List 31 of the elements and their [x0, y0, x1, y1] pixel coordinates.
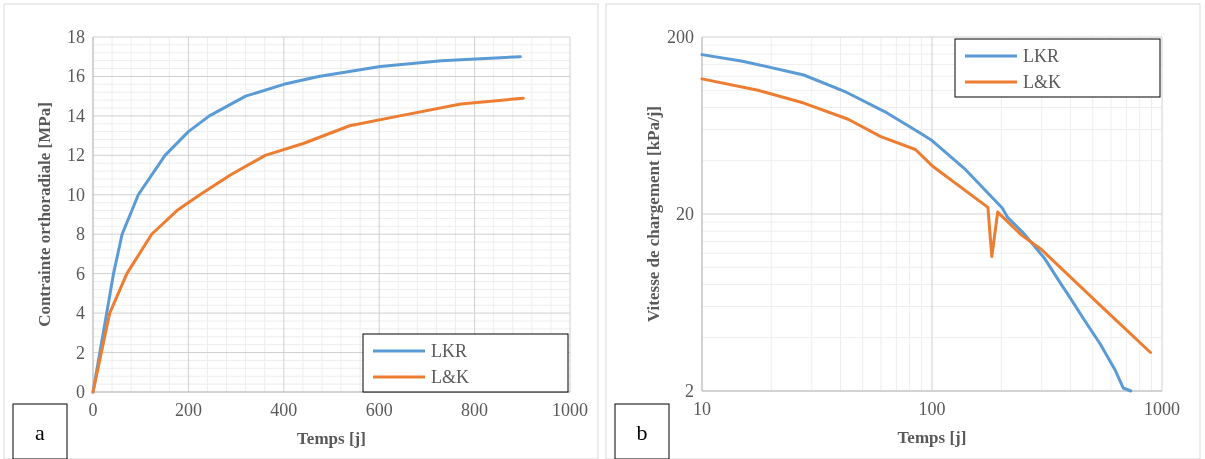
x-tick-label: 1000	[1144, 399, 1180, 419]
x-tick-label: 1000	[552, 400, 588, 420]
y-axis-title: Vitesse de chargement [kPa/j]	[644, 105, 663, 323]
x-axis-title: Temps [j]	[297, 429, 366, 448]
x-tick-label: 200	[174, 400, 202, 420]
y-tick-label: 10	[67, 184, 85, 205]
x-axis-title: Temps [j]	[897, 428, 967, 447]
y-tick-label: 12	[67, 145, 85, 166]
y-tick-label: 8	[76, 224, 85, 245]
y-axis-title: Contrainte orthoradiale [MPa]	[35, 102, 54, 327]
legend-label: L&K	[1023, 72, 1061, 92]
legend-label: LKR	[1023, 46, 1059, 66]
x-tick-label: 10	[693, 399, 711, 419]
y-tick-label: 0	[76, 382, 85, 402]
x-tick-label: 400	[270, 400, 298, 420]
y-tick-label: 14	[67, 105, 85, 126]
x-tick-label: 100	[918, 399, 946, 419]
text: b	[636, 420, 648, 445]
y-tick-label: 200	[667, 27, 694, 47]
text: a	[35, 420, 46, 445]
x-tick-label: 800	[461, 400, 489, 420]
legend-label: LKR	[431, 341, 467, 361]
y-tick-label: 6	[76, 263, 85, 284]
y-tick-label: 16	[67, 66, 85, 87]
y-tick-label: 20	[676, 204, 694, 224]
y-tick-label: 4	[76, 303, 85, 324]
y-tick-label: 2	[685, 381, 694, 401]
legend-label: L&K	[431, 367, 469, 387]
y-tick-label: 18	[67, 27, 85, 47]
x-tick-label: 600	[365, 400, 393, 420]
y-tick-label: 2	[76, 342, 85, 363]
